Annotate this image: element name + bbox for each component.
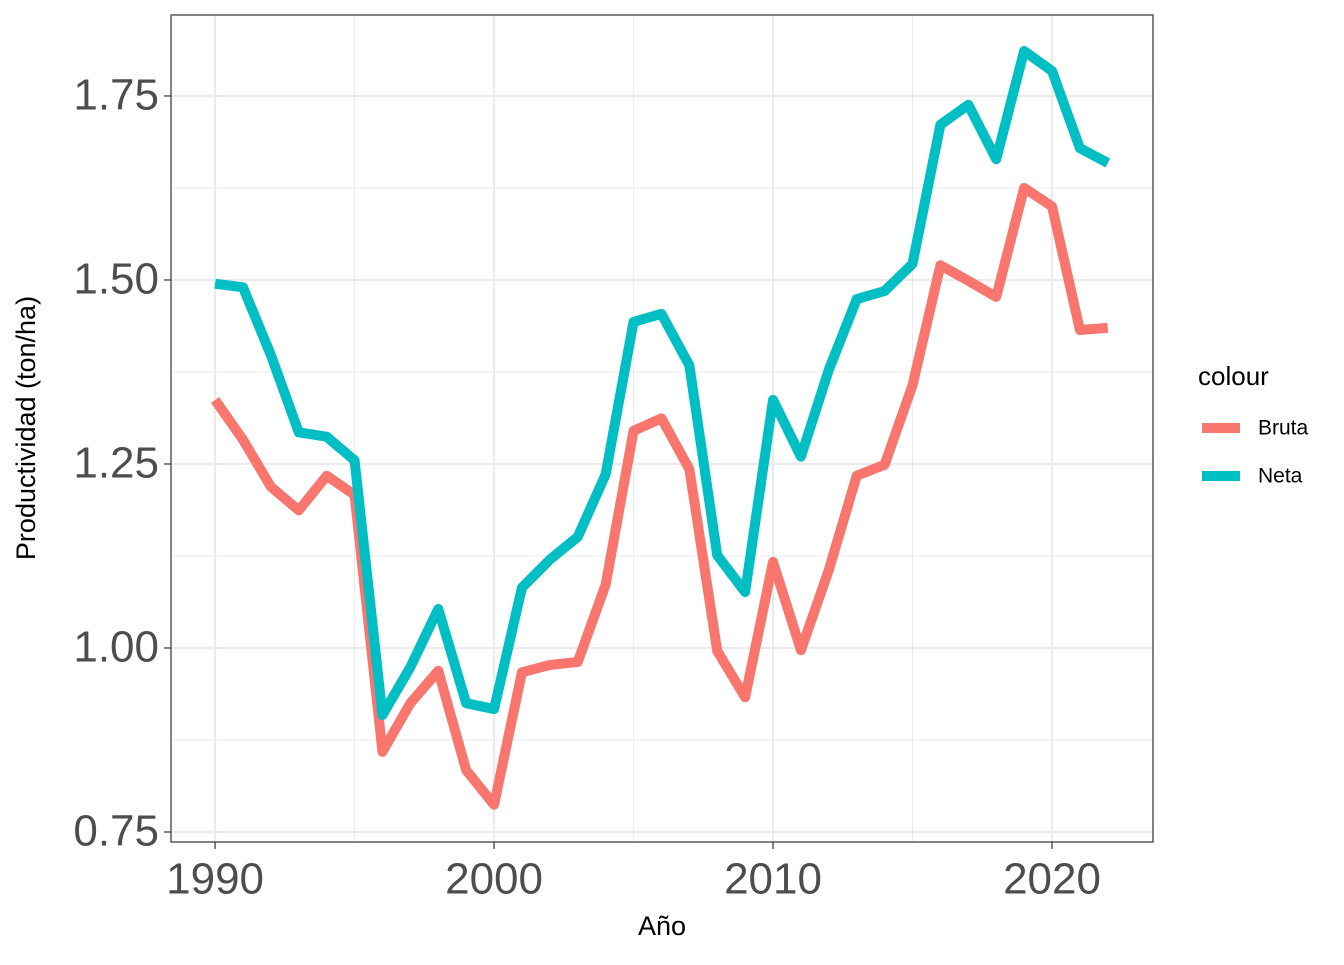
- y-tick-label: 1.00: [73, 623, 159, 672]
- x-tick-label: 2020: [1003, 855, 1101, 904]
- legend-label: Neta: [1258, 465, 1303, 488]
- x-axis-title: Año: [638, 911, 686, 941]
- y-tick-label: 1.75: [73, 71, 159, 120]
- lines: [210, 46, 1111, 810]
- y-tick-label: 0.75: [73, 807, 159, 856]
- panel-border: [170, 14, 1154, 843]
- y-tick-label: 1.50: [73, 255, 159, 304]
- legend-title: colour: [1198, 361, 1269, 391]
- series-line: [214, 46, 1111, 720]
- x-tick-label: 1990: [166, 855, 264, 904]
- x-tick-label: 2000: [445, 855, 543, 904]
- axes: 0.75 1.00 1.25 1.50 1.75 1990 2000 2010 2020: [73, 71, 1101, 904]
- legend: Bruta Neta: [1202, 417, 1309, 488]
- y-axis-title: Productividad (ton/ha): [11, 296, 41, 560]
- x-tick-label: 2010: [724, 855, 822, 904]
- legend-label: Bruta: [1258, 417, 1309, 440]
- y-tick-label: 1.25: [73, 439, 159, 488]
